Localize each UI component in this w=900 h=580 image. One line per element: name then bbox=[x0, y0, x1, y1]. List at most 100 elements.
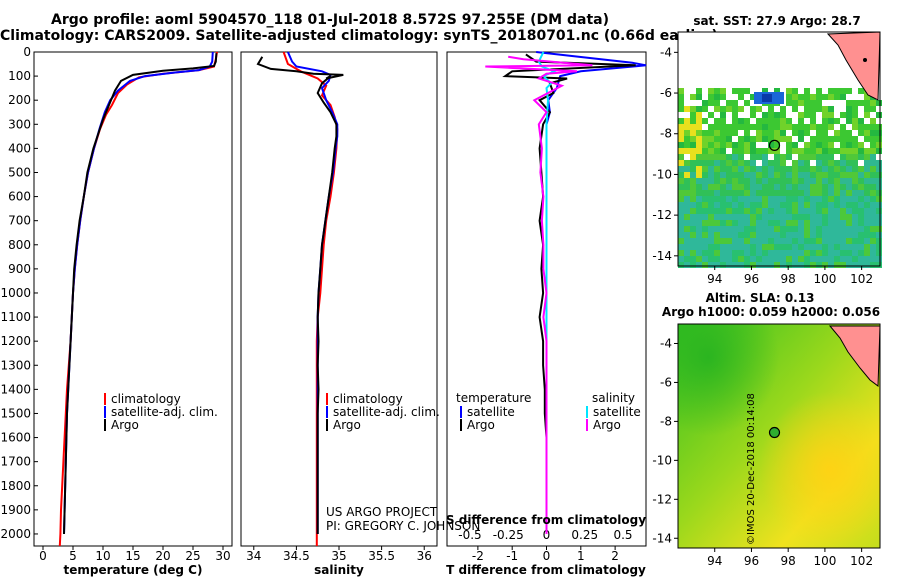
sst-cell bbox=[804, 124, 810, 130]
sst-cell bbox=[690, 136, 696, 142]
sst-cell bbox=[738, 256, 744, 262]
sst-cell bbox=[834, 94, 840, 100]
difference-series-lines bbox=[485, 51, 647, 534]
sst-cell bbox=[780, 124, 786, 130]
sst-cell bbox=[708, 232, 714, 238]
sst-cell bbox=[720, 184, 726, 190]
sla-map-ticks: 94 96 98 100 102 -4 -6 -8 -10 -12 -14 bbox=[652, 336, 873, 568]
sst-cell bbox=[876, 196, 882, 202]
lat-tick-label: -8 bbox=[660, 414, 672, 428]
y-tick-label: 100 bbox=[8, 69, 31, 83]
sst-cell bbox=[720, 166, 726, 172]
sst-cell bbox=[696, 214, 702, 220]
sst-cell bbox=[816, 154, 822, 160]
sst-cell bbox=[786, 88, 792, 94]
legend-label-argo: Argo bbox=[111, 418, 139, 432]
sst-cell bbox=[828, 154, 834, 160]
sst-cell bbox=[864, 184, 870, 190]
sla-map-title: Altim. SLA: 0.13 bbox=[706, 291, 815, 305]
sst-cell bbox=[816, 148, 822, 154]
sst-cell bbox=[744, 208, 750, 214]
sst-cell bbox=[726, 262, 732, 268]
sst-cell bbox=[834, 148, 840, 154]
sst-cell bbox=[870, 172, 876, 178]
sst-cell bbox=[792, 226, 798, 232]
sst-cell bbox=[744, 250, 750, 256]
sst-cell bbox=[870, 178, 876, 184]
sst-cell bbox=[744, 124, 750, 130]
sst-cell bbox=[768, 256, 774, 262]
sst-cell bbox=[804, 220, 810, 226]
sst-cell bbox=[822, 220, 828, 226]
sst-cell bbox=[738, 250, 744, 256]
y-tick-label: 1100 bbox=[0, 310, 31, 324]
sst-cell bbox=[786, 178, 792, 184]
sst-cell bbox=[720, 130, 726, 136]
sst-cell bbox=[738, 226, 744, 232]
sst-cell bbox=[714, 244, 720, 250]
sst-cell bbox=[870, 136, 876, 142]
t-difference-axis-ticks: -2 -1 0 1 2 bbox=[472, 546, 619, 563]
sst-cell bbox=[810, 220, 816, 226]
sst-cell bbox=[792, 130, 798, 136]
sst-cell bbox=[798, 250, 804, 256]
sst-cell bbox=[738, 244, 744, 250]
lon-tick-label: 98 bbox=[781, 272, 796, 286]
sst-cell bbox=[870, 190, 876, 196]
sst-cell bbox=[702, 214, 708, 220]
sst-cell bbox=[822, 202, 828, 208]
sst-cell bbox=[864, 160, 870, 166]
sst-cell bbox=[750, 220, 756, 226]
sst-cell bbox=[816, 208, 822, 214]
sst-cell bbox=[726, 250, 732, 256]
sst-cell bbox=[732, 112, 738, 118]
sst-cell bbox=[762, 88, 768, 94]
sst-cell bbox=[846, 226, 852, 232]
lon-tick-label: 96 bbox=[744, 554, 759, 568]
sst-cell bbox=[828, 196, 834, 202]
sst-cell bbox=[870, 220, 876, 226]
sst-cell bbox=[750, 148, 756, 154]
sst-cell bbox=[780, 184, 786, 190]
sst-cell bbox=[864, 166, 870, 172]
sst-cell bbox=[876, 262, 882, 268]
legend-swatch-argo bbox=[326, 419, 328, 431]
sst-cell bbox=[738, 166, 744, 172]
sst-cell bbox=[750, 184, 756, 190]
sst-cell bbox=[774, 184, 780, 190]
sst-cell bbox=[876, 190, 882, 196]
sst-cell bbox=[828, 142, 834, 148]
sst-cell bbox=[750, 250, 756, 256]
sst-cell bbox=[798, 226, 804, 232]
sst-cell bbox=[708, 124, 714, 130]
sst-cell bbox=[714, 172, 720, 178]
argo-float-marker bbox=[768, 426, 781, 439]
sst-cell bbox=[720, 142, 726, 148]
sst-cell bbox=[852, 262, 858, 268]
y-tick-label: 1900 bbox=[0, 503, 31, 517]
sst-cell bbox=[828, 148, 834, 154]
lon-tick-label: 98 bbox=[781, 554, 796, 568]
legend-swatch-t-satellite bbox=[460, 406, 462, 418]
sst-cell bbox=[744, 190, 750, 196]
sst-cell bbox=[684, 124, 690, 130]
sst-cell bbox=[804, 214, 810, 220]
sst-cell bbox=[684, 130, 690, 136]
x-tick-label: -2 bbox=[472, 549, 484, 563]
sst-cell bbox=[762, 148, 768, 154]
sst-cell bbox=[774, 172, 780, 178]
y-tick-label: 900 bbox=[8, 262, 31, 276]
sst-cell bbox=[798, 172, 804, 178]
sst-cell bbox=[726, 172, 732, 178]
sst-cell bbox=[852, 208, 858, 214]
sst-cell bbox=[822, 190, 828, 196]
sst-cell bbox=[834, 172, 840, 178]
sst-cell bbox=[708, 166, 714, 172]
sst-cell bbox=[732, 178, 738, 184]
sst-cell bbox=[708, 262, 714, 268]
sst-cell bbox=[732, 142, 738, 148]
sst-cell bbox=[678, 262, 684, 268]
sst-cell bbox=[822, 178, 828, 184]
sst-cell bbox=[834, 238, 840, 244]
